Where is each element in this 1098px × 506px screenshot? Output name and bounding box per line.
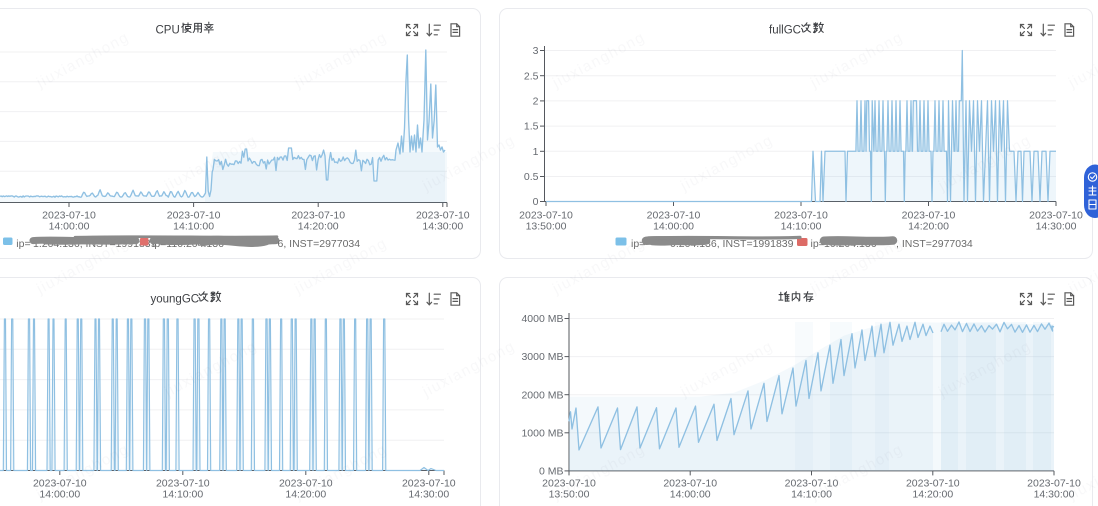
svg-text:fullGC: fullGC xyxy=(769,24,801,36)
svg-text:2023-07-10: 2023-07-10 xyxy=(167,209,221,221)
svg-text:14:20:00: 14:20:00 xyxy=(908,221,949,233)
svg-text:2000 MB: 2000 MB xyxy=(521,389,563,401)
svg-text:0: 0 xyxy=(533,196,539,208)
svg-text:14:00:00: 14:00:00 xyxy=(49,221,90,233)
svg-text:2.5: 2.5 xyxy=(524,70,539,82)
svg-text:14:20:00: 14:20:00 xyxy=(912,489,953,501)
svg-text:3000 MB: 3000 MB xyxy=(521,351,563,363)
svg-text:14:00:00: 14:00:00 xyxy=(39,489,80,501)
svg-text:2023-07-10: 2023-07-10 xyxy=(1027,477,1081,489)
svg-text:, INST=2977034: , INST=2977034 xyxy=(896,238,973,250)
svg-text:0.5: 0.5 xyxy=(524,171,539,183)
svg-text:14:00:00: 14:00:00 xyxy=(653,221,694,233)
svg-text:14:20:00: 14:20:00 xyxy=(285,489,326,501)
svg-text:ip=: ip= xyxy=(16,238,30,250)
svg-text:13:50:00: 13:50:00 xyxy=(549,489,590,501)
svg-text:2023-07-10: 2023-07-10 xyxy=(416,209,470,221)
svg-text:4000 MB: 4000 MB xyxy=(521,313,563,325)
svg-text:14:10:00: 14:10:00 xyxy=(791,489,832,501)
svg-text:1: 1 xyxy=(533,146,539,158)
svg-text:2023-07-10: 2023-07-10 xyxy=(542,477,596,489)
svg-text:14:30:00: 14:30:00 xyxy=(1036,221,1077,233)
svg-text:2023-07-10: 2023-07-10 xyxy=(906,477,960,489)
svg-text:2023-07-10: 2023-07-10 xyxy=(42,209,96,221)
svg-text:2: 2 xyxy=(533,96,539,108)
svg-text:14:00:00: 14:00:00 xyxy=(670,489,711,501)
svg-text:14:10:00: 14:10:00 xyxy=(173,221,214,233)
svg-text:ip=: ip= xyxy=(631,238,645,250)
svg-text:1.5: 1.5 xyxy=(524,121,539,133)
svg-text:14:20:00: 14:20:00 xyxy=(298,221,339,233)
svg-text:3: 3 xyxy=(533,45,539,57)
svg-text:2023-07-10: 2023-07-10 xyxy=(774,209,828,221)
svg-text:2023-07-10: 2023-07-10 xyxy=(519,209,573,221)
svg-text:14:10:00: 14:10:00 xyxy=(162,489,203,501)
svg-text:youngGC: youngGC xyxy=(151,293,200,305)
svg-text:2023-07-10: 2023-07-10 xyxy=(902,209,956,221)
svg-text:1000 MB: 1000 MB xyxy=(521,427,563,439)
svg-text:2023-07-10: 2023-07-10 xyxy=(663,477,717,489)
svg-text:2023-07-10: 2023-07-10 xyxy=(1029,209,1083,221)
svg-text:2023-07-10: 2023-07-10 xyxy=(785,477,839,489)
svg-text:14:30:00: 14:30:00 xyxy=(1034,489,1075,501)
svg-text:2023-07-10: 2023-07-10 xyxy=(156,477,210,489)
svg-text:2023-07-10: 2023-07-10 xyxy=(647,209,701,221)
svg-text:2023-07-10: 2023-07-10 xyxy=(279,477,333,489)
svg-text:0 MB: 0 MB xyxy=(539,466,564,478)
svg-text:6, INST=2977034: 6, INST=2977034 xyxy=(278,238,361,250)
svg-text:2023-07-10: 2023-07-10 xyxy=(291,209,345,221)
svg-text:2023-07-10: 2023-07-10 xyxy=(402,477,456,489)
svg-text:CPU: CPU xyxy=(156,24,180,36)
svg-text:14:10:00: 14:10:00 xyxy=(781,221,822,233)
svg-text:13:50:00: 13:50:00 xyxy=(526,221,567,233)
svg-text:2023-07-10: 2023-07-10 xyxy=(33,477,87,489)
svg-text:14:30:00: 14:30:00 xyxy=(408,489,449,501)
svg-text:14:30:00: 14:30:00 xyxy=(422,221,463,233)
